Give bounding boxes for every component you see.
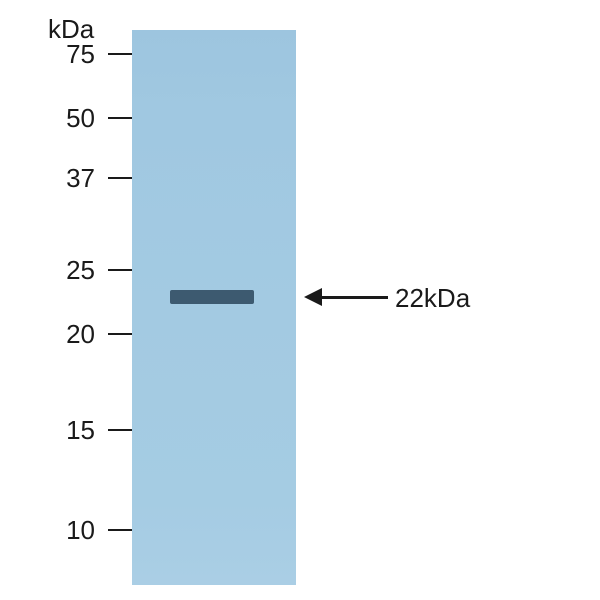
arrow-head-icon — [304, 288, 322, 306]
marker-10: 10 — [66, 515, 95, 546]
arrow-line — [322, 296, 388, 299]
gel-lane — [132, 30, 296, 585]
tick-37 — [108, 177, 132, 179]
marker-37: 37 — [66, 163, 95, 194]
marker-20: 20 — [66, 319, 95, 350]
marker-25: 25 — [66, 255, 95, 286]
tick-75 — [108, 53, 132, 55]
marker-15: 15 — [66, 415, 95, 446]
tick-10 — [108, 529, 132, 531]
tick-25 — [108, 269, 132, 271]
tick-20 — [108, 333, 132, 335]
protein-band — [170, 290, 254, 304]
tick-15 — [108, 429, 132, 431]
band-label: 22kDa — [395, 283, 470, 314]
marker-50: 50 — [66, 103, 95, 134]
blot-figure: kDa 75 50 37 25 20 15 10 22kDa — [0, 0, 600, 600]
marker-75: 75 — [66, 39, 95, 70]
tick-50 — [108, 117, 132, 119]
